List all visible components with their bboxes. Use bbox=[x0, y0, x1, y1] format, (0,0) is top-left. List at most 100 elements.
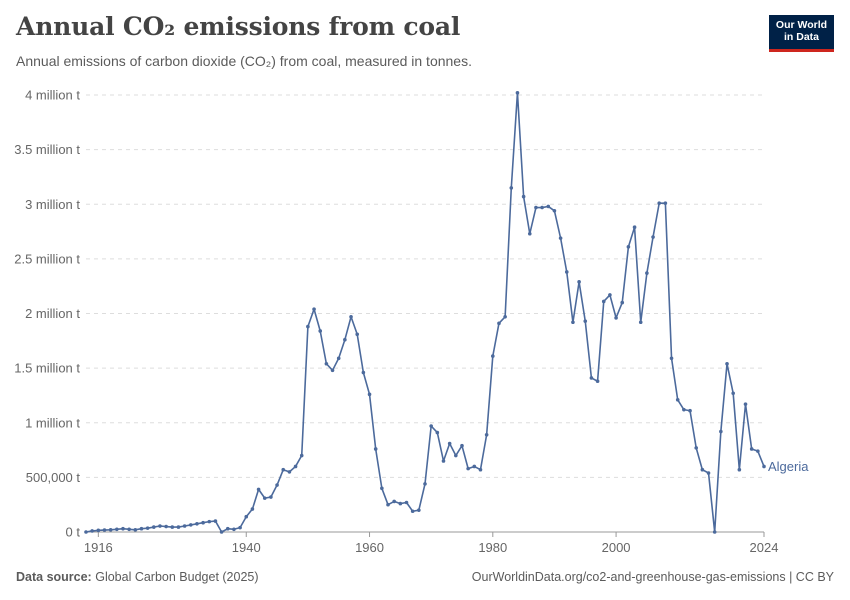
data-point bbox=[472, 464, 477, 469]
data-point bbox=[478, 467, 483, 472]
y-tick-label: 2 million t bbox=[25, 306, 80, 321]
data-point bbox=[589, 376, 594, 380]
data-point bbox=[158, 524, 162, 528]
data-point bbox=[355, 332, 360, 337]
data-point bbox=[386, 502, 390, 507]
data-point bbox=[232, 527, 236, 532]
data-point bbox=[108, 528, 113, 532]
series-label: Algeria bbox=[768, 459, 809, 474]
y-tick-label: 1.5 million t bbox=[14, 361, 80, 376]
data-point bbox=[620, 300, 625, 305]
data-point bbox=[417, 508, 421, 512]
data-point bbox=[90, 529, 94, 533]
data-point bbox=[719, 429, 723, 434]
data-point bbox=[219, 530, 224, 534]
data-point bbox=[115, 527, 119, 532]
data-point bbox=[343, 337, 347, 342]
data-point bbox=[380, 486, 384, 491]
data-point bbox=[392, 499, 396, 504]
data-point bbox=[460, 443, 464, 448]
y-tick-label: 4 million t bbox=[25, 88, 80, 103]
data-point bbox=[688, 408, 692, 413]
data-point bbox=[503, 314, 507, 319]
data-point bbox=[336, 356, 341, 361]
data-point bbox=[423, 482, 427, 486]
logo-line-2: in Data bbox=[783, 31, 819, 43]
data-point bbox=[675, 398, 680, 402]
data-point bbox=[207, 519, 212, 524]
data-point bbox=[133, 528, 138, 532]
x-tick-label: 1940 bbox=[232, 540, 261, 555]
data-point bbox=[145, 526, 150, 530]
data-point bbox=[509, 186, 514, 190]
x-tick-label: 1960 bbox=[355, 540, 384, 555]
data-point bbox=[669, 356, 674, 361]
data-point bbox=[632, 225, 637, 229]
data-point bbox=[484, 432, 489, 437]
data-point bbox=[164, 524, 168, 529]
data-point bbox=[638, 320, 643, 325]
data-point bbox=[725, 361, 729, 366]
owid-logo[interactable]: Our World in Data bbox=[769, 15, 834, 52]
data-point bbox=[447, 441, 452, 446]
data-point bbox=[521, 194, 526, 199]
data-point bbox=[306, 324, 310, 329]
data-point bbox=[281, 467, 286, 472]
data-point bbox=[552, 209, 557, 213]
data-point bbox=[762, 464, 766, 469]
data-point bbox=[127, 527, 131, 532]
data-point bbox=[700, 467, 705, 472]
data-point bbox=[213, 519, 218, 523]
x-tick-label: 2024 bbox=[750, 540, 779, 555]
chart-title: Annual CO₂ emissions from coal bbox=[16, 12, 461, 41]
x-axis: 1916 1940 1960 1980 2000 2024 bbox=[84, 531, 779, 555]
data-point bbox=[595, 379, 600, 384]
data-point bbox=[404, 500, 409, 505]
data-point bbox=[737, 467, 742, 472]
data-point bbox=[694, 446, 698, 450]
data-point bbox=[312, 307, 316, 311]
data-point bbox=[756, 449, 760, 453]
data-point bbox=[731, 391, 735, 396]
y-tick-label: 3.5 million t bbox=[14, 142, 80, 157]
data-point bbox=[244, 514, 249, 519]
data-point bbox=[583, 319, 588, 323]
data-point bbox=[262, 496, 267, 500]
x-tick-label: 2000 bbox=[602, 540, 631, 555]
data-point bbox=[712, 530, 717, 534]
source-url[interactable]: OurWorldinData.org/co2-and-greenhouse-ga… bbox=[471, 570, 834, 584]
data-point bbox=[330, 368, 335, 373]
data-point bbox=[564, 270, 569, 274]
data-point bbox=[706, 471, 711, 475]
data-point bbox=[170, 525, 175, 529]
data-point bbox=[608, 293, 612, 297]
y-tick-label: 3 million t bbox=[25, 197, 80, 212]
data-point bbox=[466, 466, 470, 471]
data-point bbox=[182, 524, 187, 528]
data-point bbox=[682, 407, 686, 412]
data-source: Data source: Global Carbon Budget (2025) bbox=[16, 570, 259, 584]
data-point bbox=[139, 526, 144, 531]
data-source-label: Data source: bbox=[16, 570, 92, 584]
data-point bbox=[121, 526, 125, 531]
data-point bbox=[84, 530, 88, 534]
data-point bbox=[176, 525, 181, 529]
line-chart: 0 t 500,000 t 1 million t 1.5 million t 2 mi… bbox=[14, 88, 809, 556]
data-point bbox=[250, 507, 255, 511]
data-point bbox=[645, 271, 649, 275]
data-point bbox=[491, 354, 495, 358]
data-point bbox=[663, 201, 668, 205]
data-point bbox=[398, 501, 403, 506]
data-point bbox=[651, 235, 655, 239]
series-line-algeria bbox=[85, 92, 765, 533]
data-point bbox=[299, 453, 304, 458]
data-point bbox=[657, 201, 662, 205]
logo-line-1: Our World bbox=[775, 19, 828, 31]
data-source-value[interactable]: Global Carbon Budget (2025) bbox=[95, 570, 259, 584]
data-point bbox=[287, 470, 292, 474]
data-point bbox=[96, 528, 101, 533]
data-point bbox=[626, 245, 631, 249]
y-tick-label: 2.5 million t bbox=[14, 251, 80, 266]
data-point bbox=[527, 231, 532, 236]
data-point bbox=[614, 316, 618, 320]
